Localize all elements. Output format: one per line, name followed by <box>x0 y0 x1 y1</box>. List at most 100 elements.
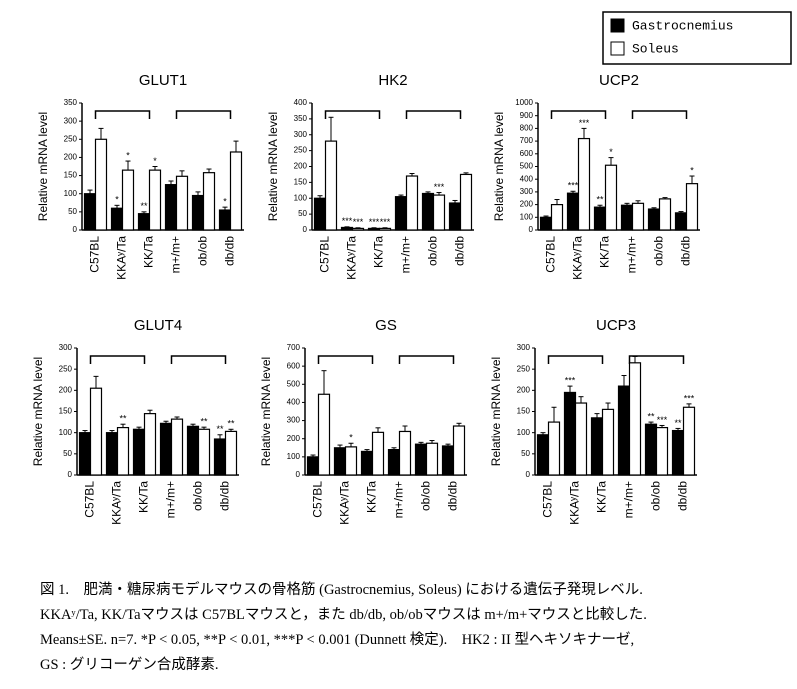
x-tick-label: KK/Ta <box>598 236 612 268</box>
y-tick-label: 150 <box>294 177 308 186</box>
bar <box>159 422 173 476</box>
x-tick-label: KK/Ta <box>137 481 151 513</box>
bar <box>186 425 200 476</box>
x-tick-label: C57BL <box>83 481 97 518</box>
bar <box>432 194 446 231</box>
bracket <box>324 110 381 119</box>
bar <box>414 443 428 476</box>
bar <box>78 432 92 476</box>
bar <box>313 197 327 231</box>
x-tick-label: ob/ob <box>649 481 663 511</box>
x-tick-label: db/db <box>446 481 460 511</box>
y-axis-label: Relative mRNA level <box>489 357 503 466</box>
bar <box>620 204 634 231</box>
bar <box>421 192 435 231</box>
y-tick-label: 250 <box>59 364 73 373</box>
y-tick-label: 0 <box>296 470 301 479</box>
y-tick-label: 50 <box>68 207 77 216</box>
x-tick-label: m+/m+ <box>164 481 178 518</box>
chart-title: UCP2 <box>599 72 639 89</box>
bar <box>164 184 178 231</box>
y-tick-label: 300 <box>294 130 308 139</box>
y-tick-label: 900 <box>520 111 534 120</box>
y-axis-label: Relative mRNA level <box>31 357 45 466</box>
y-tick-label: 500 <box>520 162 534 171</box>
legend-label: Gastrocnemius <box>632 18 733 33</box>
bar <box>143 413 157 476</box>
bar <box>378 227 392 231</box>
bar <box>197 428 211 476</box>
bar <box>448 202 462 231</box>
x-tick-label: C57BL <box>541 481 555 518</box>
y-tick-label: 200 <box>517 385 531 394</box>
significance: ** <box>119 414 127 424</box>
y-tick-label: 300 <box>59 343 73 352</box>
significance: * <box>153 156 157 166</box>
bar <box>110 207 124 231</box>
legend-box <box>602 11 792 65</box>
significance: * <box>223 197 227 207</box>
bar <box>202 172 216 231</box>
bracket <box>175 110 232 119</box>
bar <box>224 430 238 476</box>
y-tick-label: 200 <box>59 385 73 394</box>
caption-line: GS : グリコーゲン合成酵素. <box>40 657 219 673</box>
y-tick-label: 0 <box>68 470 73 479</box>
y-tick-label: 0 <box>526 470 531 479</box>
bar <box>574 402 588 476</box>
significance: *** <box>579 118 590 128</box>
bar <box>577 137 591 231</box>
bar <box>459 173 473 231</box>
bar <box>351 227 365 231</box>
bar <box>658 198 672 231</box>
y-axis-label: Relative mRNA level <box>266 112 280 221</box>
bar <box>536 434 550 476</box>
bar <box>324 140 338 231</box>
bar <box>550 204 564 231</box>
y-tick-label: 1000 <box>515 98 533 107</box>
significance: ** <box>674 418 682 428</box>
bracket <box>631 110 688 119</box>
x-tick-label: KKAʸ/Ta <box>568 481 582 525</box>
bar <box>317 393 331 476</box>
x-tick-label: KKAʸ/Ta <box>115 236 129 280</box>
bar <box>617 385 631 476</box>
y-tick-label: 100 <box>64 189 78 198</box>
x-tick-label: m+/m+ <box>392 481 406 518</box>
y-tick-label: 250 <box>64 134 78 143</box>
y-tick-label: 200 <box>287 434 301 443</box>
bar <box>175 175 189 231</box>
bar <box>398 430 412 476</box>
bar <box>563 391 577 476</box>
bar <box>685 183 699 231</box>
legend-label: Soleus <box>632 41 679 56</box>
x-tick-label: db/db <box>218 481 232 511</box>
x-tick-label: C57BL <box>311 481 325 518</box>
significance: ** <box>140 201 148 211</box>
chart-title: UCP3 <box>596 317 636 334</box>
y-tick-label: 100 <box>517 428 531 437</box>
bracket <box>89 355 146 364</box>
y-axis-label: Relative mRNA level <box>259 357 273 466</box>
bar <box>121 169 135 231</box>
bracket <box>94 110 151 119</box>
significance: *** <box>657 415 668 425</box>
bar <box>671 429 685 476</box>
y-tick-label: 50 <box>521 449 530 458</box>
bar <box>601 408 615 476</box>
x-tick-label: db/db <box>679 236 693 266</box>
y-tick-label: 300 <box>64 116 78 125</box>
x-tick-label: db/db <box>676 481 690 511</box>
bar <box>644 423 658 476</box>
x-tick-label: m+/m+ <box>625 236 639 273</box>
y-tick-label: 250 <box>517 364 531 373</box>
bar <box>340 226 354 231</box>
x-tick-label: ob/ob <box>196 236 210 266</box>
bar <box>132 428 146 476</box>
x-tick-label: db/db <box>223 236 237 266</box>
bracket <box>550 110 607 119</box>
y-tick-label: 300 <box>287 416 301 425</box>
x-tick-label: C57BL <box>318 236 332 273</box>
y-tick-label: 150 <box>517 407 531 416</box>
legend-swatch <box>610 41 625 56</box>
